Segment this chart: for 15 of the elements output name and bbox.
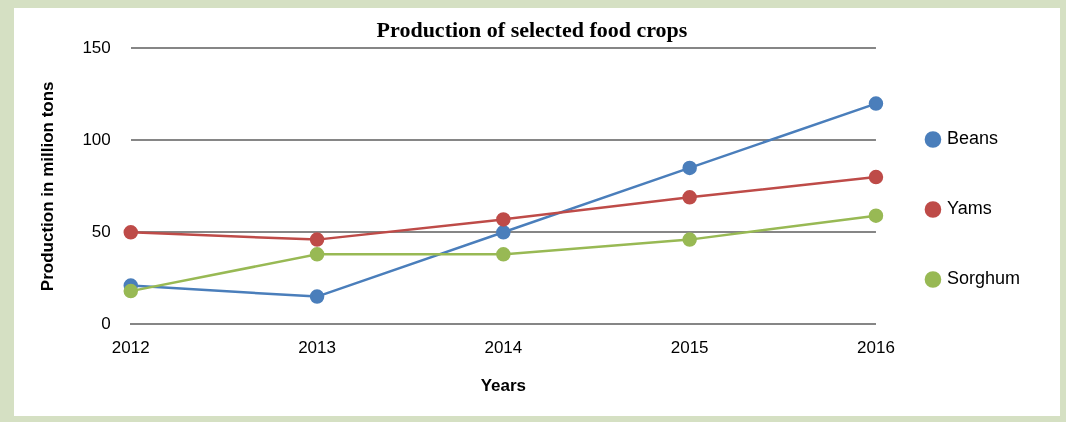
x-tick-label: 2016: [857, 338, 895, 358]
legend-label: Sorghum: [946, 268, 1021, 289]
y-tick-label: 100: [82, 130, 111, 150]
legend-label: Beans: [946, 128, 999, 149]
x-axis-title: Years: [480, 376, 527, 396]
x-tick-label: 2015: [670, 338, 709, 358]
y-axis-title: Production in million tons: [37, 81, 57, 292]
y-tick-label: 0: [101, 313, 111, 333]
chart-title: Production of selected food crops: [376, 16, 688, 42]
y-tick-label: 150: [82, 38, 111, 58]
y-tick-label: 50: [91, 221, 111, 241]
x-tick-label: 2012: [111, 338, 150, 358]
x-tick-label: 2013: [298, 338, 336, 358]
legend-label: Yams: [946, 198, 992, 219]
x-tick-label: 2014: [484, 338, 523, 358]
